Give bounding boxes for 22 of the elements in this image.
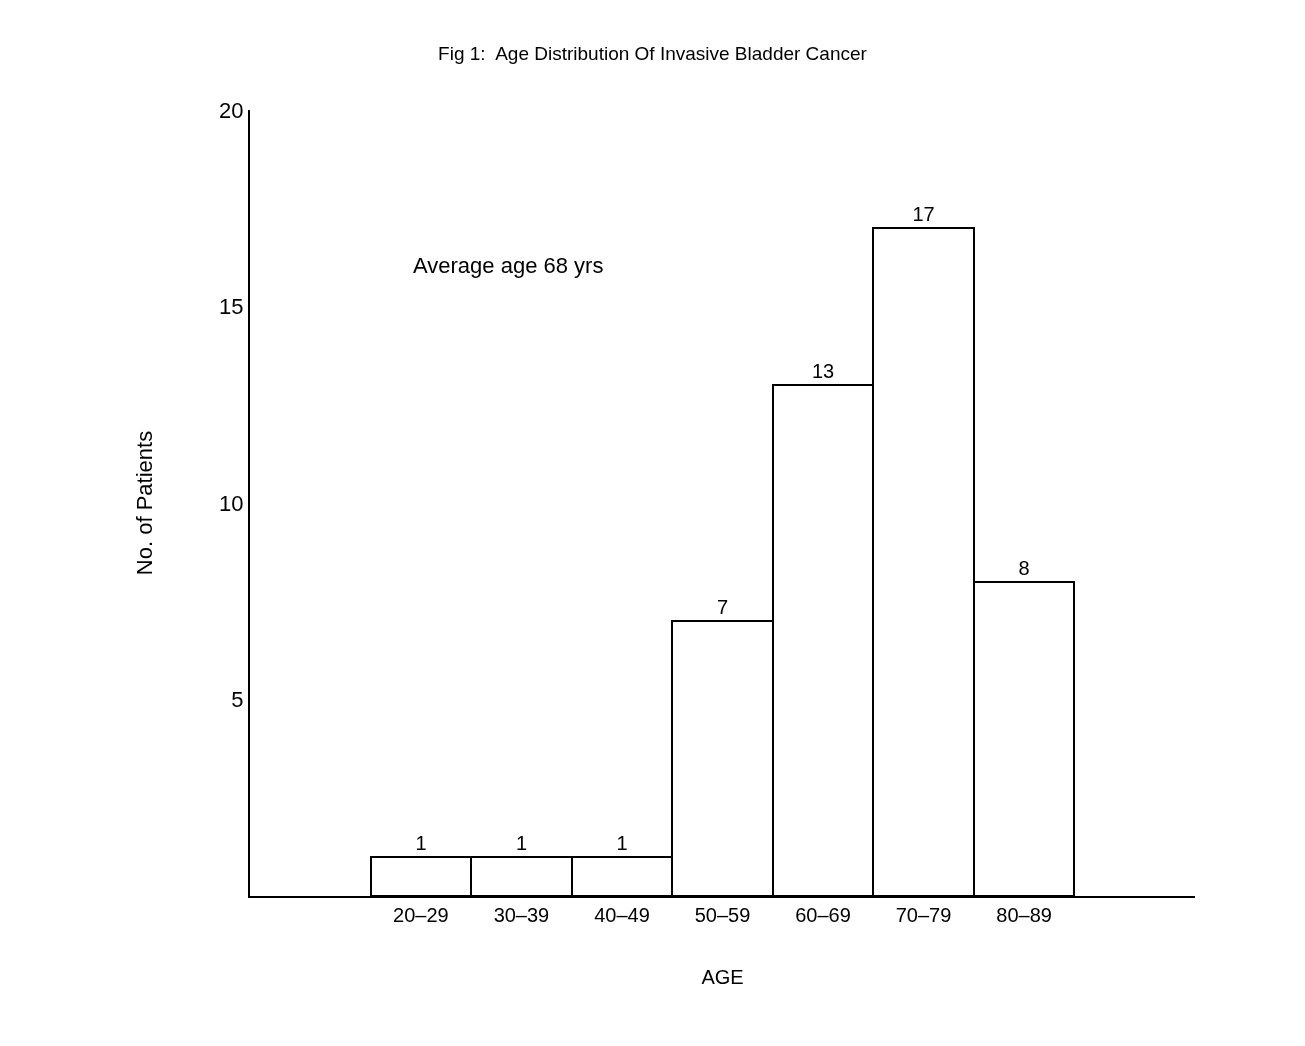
- x-tick-label: 50–59: [694, 904, 751, 926]
- y-tick-label: 5: [231, 687, 244, 713]
- data-label: 1: [415, 832, 427, 854]
- x-tick-label: 30–39: [493, 904, 550, 926]
- x-tick-label: 70–79: [895, 904, 952, 926]
- data-label: 7: [716, 596, 729, 618]
- data-label: 17: [912, 203, 935, 225]
- x-tick-label: 20–29: [393, 904, 449, 926]
- data-label: 8: [1018, 557, 1030, 579]
- y-tick-label: 10: [219, 490, 244, 516]
- y-tick-label: 15: [219, 294, 244, 320]
- y-axis-title: No. of Patients: [132, 430, 158, 576]
- y-tick-label: 20: [219, 97, 244, 123]
- x-tick-label: 40–49: [594, 904, 650, 926]
- x-axis-title: AGE: [701, 966, 744, 988]
- annotation: Average age 68 yrs: [413, 253, 604, 278]
- chart-title: Fig 1: Age Distribution Of Invasive Bladder Cancer: [438, 43, 868, 65]
- data-label: 1: [515, 832, 528, 854]
- x-tick-label: 60–69: [795, 904, 851, 926]
- x-tick-label: 80–89: [996, 904, 1052, 926]
- data-label: 13: [811, 360, 835, 382]
- data-label: 1: [616, 832, 628, 854]
